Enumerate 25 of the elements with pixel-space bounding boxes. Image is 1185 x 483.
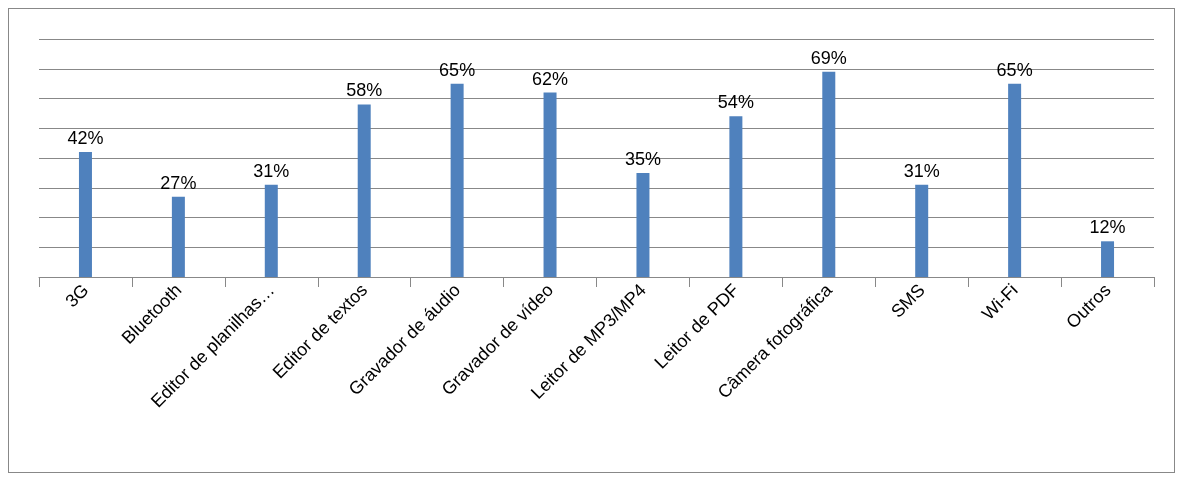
bar <box>171 196 185 277</box>
bar <box>78 152 92 277</box>
data-label: 31% <box>253 160 290 181</box>
data-label: 12% <box>1089 217 1126 238</box>
data-label: 42% <box>67 128 104 149</box>
x-tick-label: 3G <box>61 279 93 312</box>
data-label: 27% <box>160 172 197 193</box>
bar <box>1101 241 1115 277</box>
bar <box>543 92 557 277</box>
data-label: 65% <box>439 59 476 80</box>
bar <box>357 104 371 277</box>
bar <box>450 83 464 277</box>
data-label: 31% <box>903 160 940 181</box>
data-label: 62% <box>532 68 569 89</box>
bar <box>1008 83 1022 277</box>
bar <box>264 184 278 277</box>
data-label: 58% <box>346 80 383 101</box>
data-label: 65% <box>996 59 1033 80</box>
bar <box>636 172 650 277</box>
bar <box>915 184 929 277</box>
data-label: 35% <box>624 148 661 169</box>
data-label: 69% <box>810 47 847 68</box>
data-label: 54% <box>717 92 754 113</box>
bar <box>822 71 836 277</box>
bar <box>729 116 743 277</box>
